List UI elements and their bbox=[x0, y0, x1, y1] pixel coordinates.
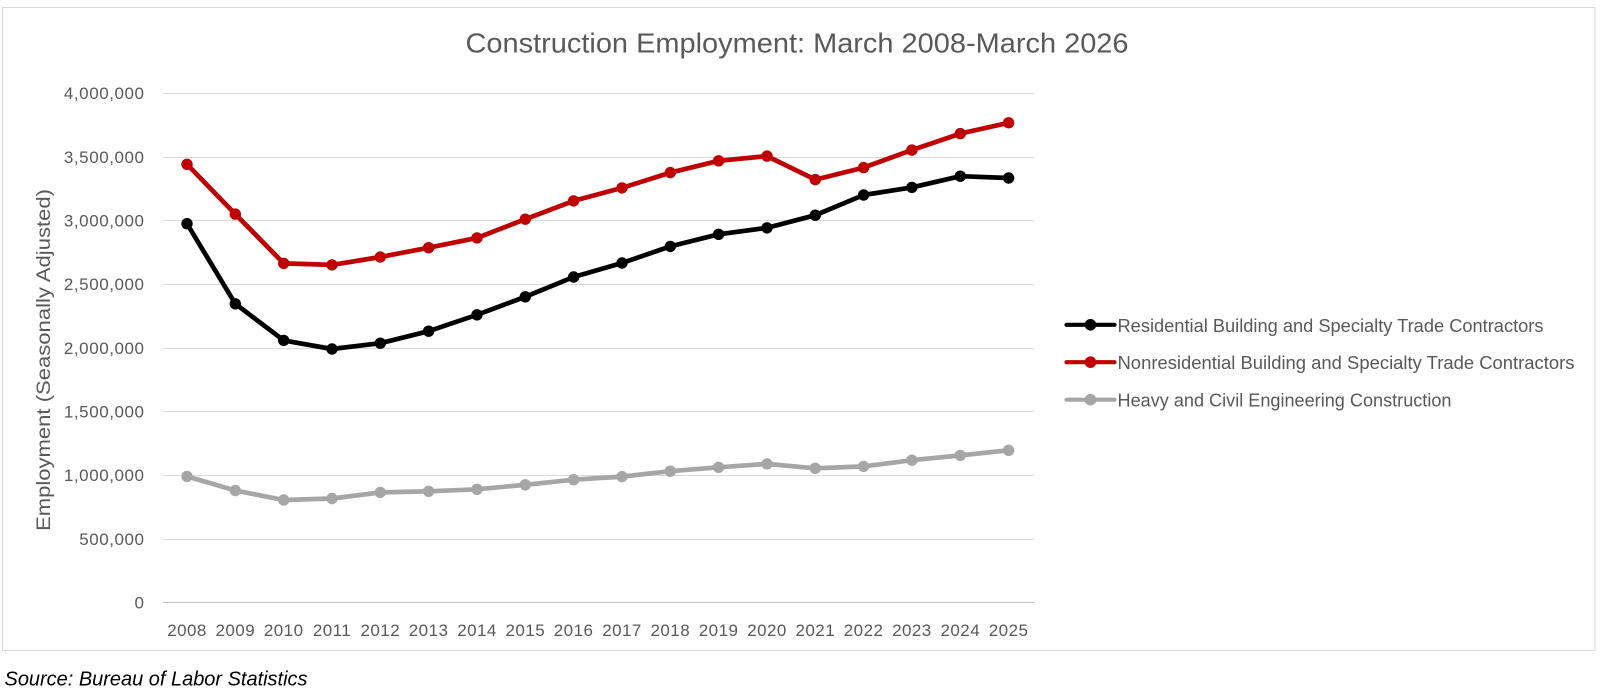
svg-text:2,000,000: 2,000,000 bbox=[64, 339, 145, 358]
svg-text:2014: 2014 bbox=[457, 621, 497, 640]
svg-text:2010: 2010 bbox=[264, 621, 304, 640]
svg-text:2022: 2022 bbox=[844, 621, 884, 640]
svg-text:2012: 2012 bbox=[360, 621, 400, 640]
svg-text:2008: 2008 bbox=[167, 621, 207, 640]
svg-text:3,500,000: 3,500,000 bbox=[64, 148, 145, 167]
svg-text:1,000,000: 1,000,000 bbox=[64, 466, 145, 485]
svg-text:2009: 2009 bbox=[215, 621, 255, 640]
svg-text:2015: 2015 bbox=[505, 621, 545, 640]
svg-text:Source: Bureau of Labor Statis: Source: Bureau of Labor Statistics bbox=[5, 669, 308, 691]
svg-text:1,500,000: 1,500,000 bbox=[64, 403, 145, 422]
svg-text:2021: 2021 bbox=[795, 621, 835, 640]
svg-text:Heavy and Civil Engineering Co: Heavy and Civil Engineering Construction bbox=[1118, 391, 1452, 411]
svg-text:2016: 2016 bbox=[554, 621, 594, 640]
svg-text:2017: 2017 bbox=[602, 621, 642, 640]
svg-text:500,000: 500,000 bbox=[79, 530, 144, 549]
svg-text:3,000,000: 3,000,000 bbox=[64, 212, 145, 231]
svg-text:Construction Employment: March: Construction Employment: March 2008-Marc… bbox=[466, 28, 1129, 59]
svg-text:Employment (Seasonally Adjuste: Employment (Seasonally Adjusted) bbox=[34, 189, 55, 531]
svg-text:2011: 2011 bbox=[313, 621, 351, 640]
svg-text:2020: 2020 bbox=[747, 621, 787, 640]
svg-text:4,000,000: 4,000,000 bbox=[64, 84, 145, 103]
svg-text:0: 0 bbox=[134, 594, 144, 613]
svg-text:Residential Building and Speci: Residential Building and Specialty Trade… bbox=[1118, 316, 1544, 336]
svg-text:2013: 2013 bbox=[409, 621, 449, 640]
svg-text:2018: 2018 bbox=[650, 621, 690, 640]
svg-text:2,500,000: 2,500,000 bbox=[64, 275, 145, 294]
svg-text:Nonresidential Building and Sp: Nonresidential Building and Specialty Tr… bbox=[1118, 353, 1575, 373]
svg-text:2019: 2019 bbox=[699, 621, 739, 640]
svg-text:2024: 2024 bbox=[940, 621, 980, 640]
svg-text:2025: 2025 bbox=[989, 621, 1029, 640]
svg-text:2023: 2023 bbox=[892, 621, 932, 640]
